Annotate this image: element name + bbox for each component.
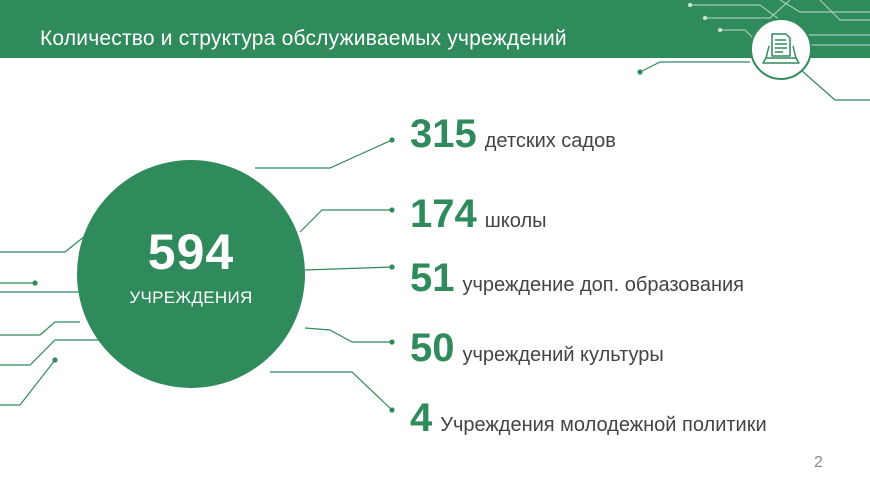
stat-label: учреждений культуры — [462, 344, 664, 366]
stat-value: 315 — [410, 112, 477, 156]
stat-value: 51 — [410, 256, 455, 300]
stat-additional-education: 51 учреждение доп. образования — [410, 256, 744, 300]
stat-schools: 174 школы — [410, 192, 547, 236]
page-title: Количество и структура обслуживаемых учр… — [40, 27, 567, 50]
stat-value: 4 — [410, 396, 433, 440]
total-label: УЧРЕЖДЕНИЯ — [129, 288, 253, 307]
stat-kindergartens: 315 детских садов — [410, 112, 616, 156]
stat-youth-policy: 4 Учреждения молодежной политики — [410, 396, 767, 440]
stat-label: детских садов — [484, 130, 616, 152]
total-circle: 594 УЧРЕЖДЕНИЯ — [77, 160, 305, 388]
laptop-document-icon — [750, 18, 812, 80]
stat-label: учреждение доп. образования — [462, 274, 744, 296]
page-number: 2 — [814, 454, 823, 471]
stat-value: 50 — [410, 326, 455, 370]
header-bar: Количество и структура обслуживаемых учр… — [0, 0, 870, 58]
total-value: 594 — [147, 224, 235, 280]
stat-value: 174 — [410, 192, 477, 236]
stat-label: школы — [484, 210, 547, 232]
stat-culture: 50 учреждений культуры — [410, 326, 664, 370]
stat-label: Учреждения молодежной политики — [440, 414, 767, 436]
